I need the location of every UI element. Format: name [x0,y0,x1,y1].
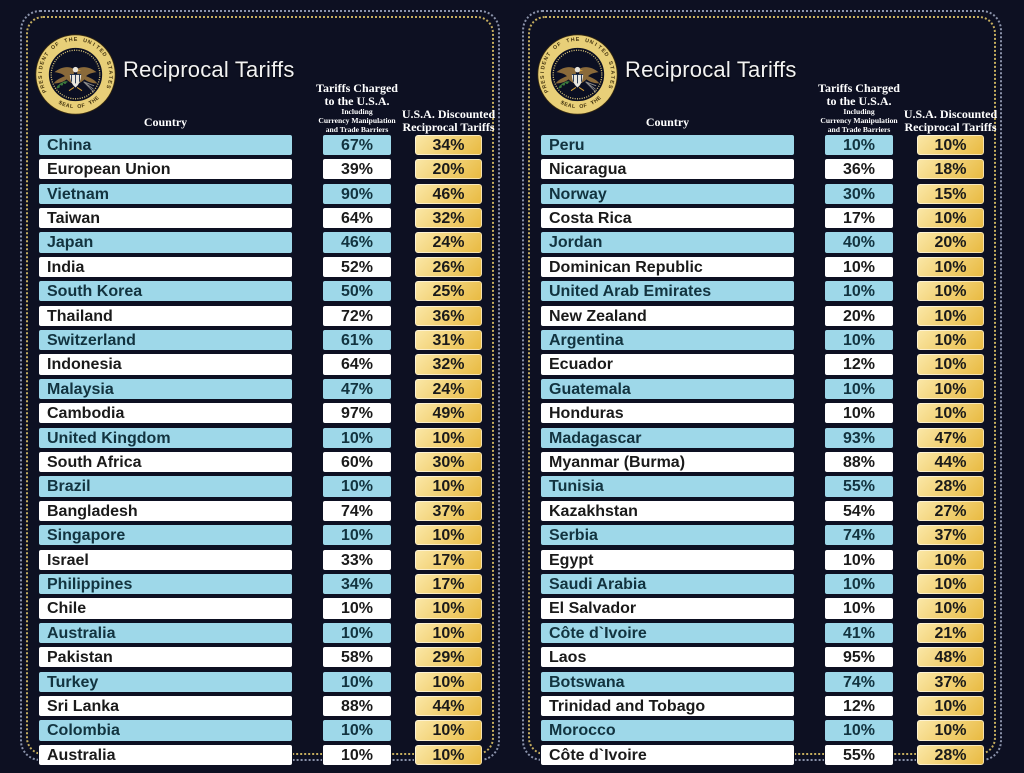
svg-text:A: A [609,70,615,74]
svg-text:A: A [107,70,113,74]
svg-text:E: E [576,37,580,43]
svg-text:E: E [74,37,78,43]
